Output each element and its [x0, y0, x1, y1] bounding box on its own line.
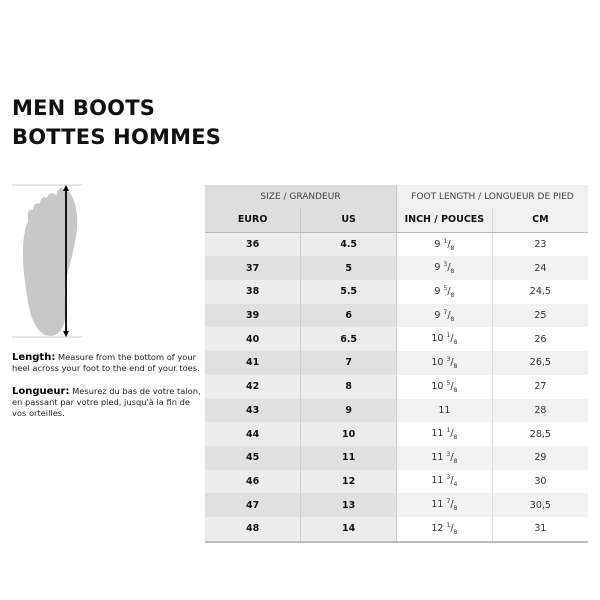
- us-size: 6: [300, 303, 397, 328]
- inch-length: 10 3/8: [396, 351, 493, 375]
- cm-length: 24: [492, 256, 588, 281]
- cm-length: 25: [492, 303, 588, 328]
- us-size: 5: [300, 256, 397, 281]
- inch-length: 11 1/8: [396, 422, 493, 446]
- inch-length: 12 1/8: [396, 516, 493, 543]
- us-size: 11: [300, 445, 397, 470]
- euro-size: 36: [205, 232, 302, 257]
- inch-length: 11 3/8: [396, 445, 493, 470]
- table-row: 39 6 9 7/8 25: [205, 303, 588, 328]
- table-row: 47 13 11 7/8 30,5: [205, 493, 588, 517]
- table-row: 38 5.5 9 5/8 24,5: [205, 280, 588, 304]
- euro-size: 37: [205, 256, 302, 281]
- cm-length: 30: [492, 469, 588, 494]
- size-chart-table: SIZE / GRANDEUR FOOT LENGTH / LONGUEUR D…: [205, 185, 588, 543]
- cm-length: 28,5: [492, 422, 588, 446]
- column-header-inch: INCH / POUCES: [396, 208, 493, 233]
- inch-length: 9 7/8: [396, 303, 493, 328]
- inch-length: 9 5/8: [396, 280, 493, 304]
- inch-length: 9 1/8: [396, 232, 493, 257]
- euro-size: 46: [205, 469, 302, 494]
- group-header-size: SIZE / GRANDEUR: [205, 185, 397, 208]
- euro-size: 43: [205, 398, 302, 423]
- euro-size: 44: [205, 422, 302, 446]
- table-row: 41 7 10 3/8 26,5: [205, 351, 588, 375]
- us-size: 14: [300, 516, 397, 543]
- cm-length: 31: [492, 516, 588, 543]
- us-size: 12: [300, 469, 397, 494]
- table-row: 46 12 11 3/4 30: [205, 469, 588, 494]
- us-size: 10: [300, 422, 397, 446]
- cm-length: 28: [492, 398, 588, 423]
- cm-length: 26: [492, 327, 588, 352]
- us-size: 4.5: [300, 232, 397, 257]
- inch-length: 10 1/8: [396, 327, 493, 352]
- table-row: 37 5 9 3/8 24: [205, 256, 588, 281]
- us-size: 13: [300, 493, 397, 517]
- us-size: 6.5: [300, 327, 397, 352]
- euro-size: 48: [205, 516, 302, 543]
- length-instructions: Length: Measure from the bottom of your …: [12, 352, 200, 373]
- cm-length: 30,5: [492, 493, 588, 517]
- inch-length: 9 3/8: [396, 256, 493, 281]
- longueur-instructions: Longueur: Mesurez du bas de votre talon,…: [12, 386, 201, 418]
- us-size: 5.5: [300, 280, 397, 304]
- inch-length: 11 7/8: [396, 493, 493, 517]
- column-header-euro: EURO: [205, 208, 302, 233]
- group-header-foot-length: FOOT LENGTH / LONGUEUR DE PIED: [396, 185, 588, 208]
- euro-size: 45: [205, 445, 302, 470]
- table-row: 48 14 12 1/8 31: [205, 516, 588, 543]
- us-size: 7: [300, 351, 397, 375]
- table-row: 45 11 11 3/8 29: [205, 445, 588, 470]
- foot-measure-illustration: [12, 184, 82, 338]
- cm-length: 23: [492, 232, 588, 257]
- inch-length: 11: [396, 398, 493, 423]
- table-row: 36 4.5 9 1/8 23: [205, 232, 588, 257]
- euro-size: 39: [205, 303, 302, 328]
- table-row: 43 9 11 28: [205, 398, 588, 423]
- cm-length: 24,5: [492, 280, 588, 304]
- inch-length: 10 5/8: [396, 374, 493, 399]
- euro-size: 40: [205, 327, 302, 352]
- cm-length: 29: [492, 445, 588, 470]
- column-header-us: US: [300, 208, 397, 233]
- euro-size: 42: [205, 374, 302, 399]
- table-row: 44 10 11 1/8 28,5: [205, 422, 588, 446]
- table-row: 42 8 10 5/8 27: [205, 374, 588, 399]
- euro-size: 38: [205, 280, 302, 304]
- cm-length: 27: [492, 374, 588, 399]
- title-english: MEN BOOTS: [12, 96, 156, 120]
- cm-length: 26,5: [492, 351, 588, 375]
- us-size: 8: [300, 374, 397, 399]
- title-french: BOTTES HOMMES: [12, 125, 222, 149]
- us-size: 9: [300, 398, 397, 423]
- euro-size: 41: [205, 351, 302, 375]
- table-row: 40 6.5 10 1/8 26: [205, 327, 588, 352]
- euro-size: 47: [205, 493, 302, 517]
- foot-icon: [23, 188, 78, 336]
- inch-length: 11 3/4: [396, 469, 493, 494]
- column-header-cm: CM: [492, 208, 588, 233]
